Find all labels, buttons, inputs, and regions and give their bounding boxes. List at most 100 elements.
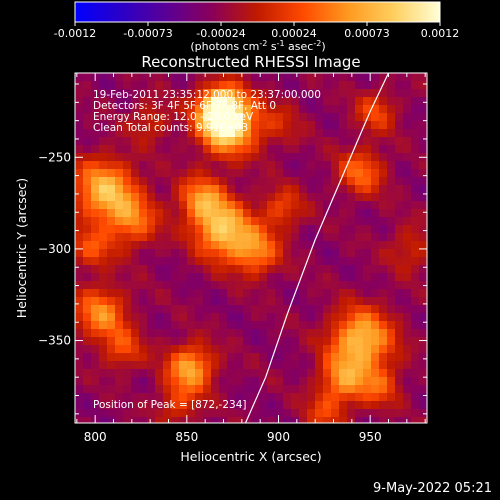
heatmap-cell — [395, 177, 404, 186]
heatmap-cell — [219, 81, 228, 90]
heatmap-cell — [355, 233, 364, 242]
heatmap-cell — [403, 249, 412, 258]
heatmap-cell — [139, 209, 148, 218]
heatmap-cell — [267, 241, 276, 250]
heatmap-cell — [211, 249, 220, 258]
heatmap-cell — [83, 265, 92, 274]
heatmap-cell — [331, 185, 340, 194]
heatmap-cell — [291, 233, 300, 242]
heatmap-cell — [163, 89, 172, 98]
heatmap-cell — [355, 369, 364, 378]
heatmap-cell — [299, 257, 308, 266]
heatmap-cell — [387, 393, 396, 402]
heatmap-cell — [251, 401, 260, 410]
heatmap-cell — [179, 345, 188, 354]
heatmap-cell — [403, 241, 412, 250]
heatmap-cell — [403, 313, 412, 322]
heatmap-cell — [283, 161, 292, 170]
heatmap-cell — [355, 273, 364, 282]
heatmap-cell — [363, 353, 372, 362]
heatmap-cell — [211, 153, 220, 162]
heatmap-cell — [387, 129, 396, 138]
heatmap-cell — [315, 321, 324, 330]
heatmap-cell — [339, 369, 348, 378]
heatmap-cell — [299, 169, 308, 178]
heatmap-cell — [275, 257, 284, 266]
heatmap-cell — [419, 305, 427, 314]
heatmap-cell — [187, 273, 196, 282]
heatmap-cell — [339, 305, 348, 314]
heatmap-cell — [227, 281, 236, 290]
colorbar: -0.0012 -0.00073 -0.00024 0.00024 0.00073 0.0… — [54, 1, 460, 53]
heatmap-cell — [251, 233, 260, 242]
heatmap-cell — [131, 377, 140, 386]
heatmap-cell — [291, 353, 300, 362]
heatmap-cell — [363, 81, 372, 90]
heatmap-cell — [355, 329, 364, 338]
heatmap-cell — [107, 313, 116, 322]
heatmap-cell — [267, 409, 276, 418]
heatmap-cell — [227, 289, 236, 298]
heatmap-cell — [387, 193, 396, 202]
heatmap-cell — [339, 225, 348, 234]
colorbar-tick-label: 0.0012 — [421, 27, 460, 40]
heatmap-cell — [211, 393, 220, 402]
heatmap-cell — [83, 241, 92, 250]
heatmap-cell — [235, 145, 244, 154]
heatmap-cell — [147, 385, 156, 394]
heatmap-cell — [387, 113, 396, 122]
heatmap-cell — [371, 321, 380, 330]
heatmap-cell — [275, 353, 284, 362]
heatmap-cell — [139, 121, 148, 130]
heatmap-cell — [227, 209, 236, 218]
heatmap-cell — [411, 409, 420, 418]
heatmap-cell — [283, 185, 292, 194]
heatmap-cell — [219, 129, 228, 138]
heatmap-cell — [403, 145, 412, 154]
heatmap-cell — [179, 297, 188, 306]
heatmap-cell — [75, 225, 84, 234]
heatmap-cell — [83, 177, 92, 186]
heatmap-cell — [75, 313, 84, 322]
heatmap-cell — [235, 289, 244, 298]
heatmap-cell — [267, 201, 276, 210]
heatmap-cell — [347, 369, 356, 378]
heatmap-cell — [139, 289, 148, 298]
heatmap-cell — [347, 241, 356, 250]
heatmap-cell — [75, 265, 84, 274]
heatmap-cell — [251, 385, 260, 394]
heatmap-cell — [163, 297, 172, 306]
heatmap-cell — [403, 97, 412, 106]
heatmap-cell — [75, 377, 84, 386]
heatmap-cell — [379, 369, 388, 378]
heatmap-cell — [91, 257, 100, 266]
heatmap-cell — [187, 305, 196, 314]
heatmap-cell — [99, 129, 108, 138]
heatmap-cell — [131, 337, 140, 346]
heatmap-cell — [275, 305, 284, 314]
heatmap-cell — [395, 233, 404, 242]
heatmap-cell — [339, 105, 348, 114]
heatmap-cell — [179, 145, 188, 154]
heatmap-cell — [123, 257, 132, 266]
heatmap-cell — [403, 153, 412, 162]
heatmap-cell — [275, 73, 284, 82]
heatmap-cell — [291, 329, 300, 338]
heatmap-cell — [411, 369, 420, 378]
heatmap-cell — [419, 273, 427, 282]
heatmap-pixels — [75, 73, 427, 423]
heatmap-cell — [155, 177, 164, 186]
heatmap-cell — [211, 305, 220, 314]
heatmap-cell — [211, 353, 220, 362]
heatmap-cell — [371, 121, 380, 130]
heatmap-cell — [291, 313, 300, 322]
heatmap-cell — [363, 89, 372, 98]
heatmap-cell — [403, 161, 412, 170]
heatmap-cell — [75, 113, 84, 122]
heatmap-cell — [275, 161, 284, 170]
heatmap-cell — [291, 273, 300, 282]
heatmap-cell — [283, 113, 292, 122]
heatmap-cell — [131, 113, 140, 122]
heatmap-cell — [171, 377, 180, 386]
heatmap-cell — [315, 97, 324, 106]
